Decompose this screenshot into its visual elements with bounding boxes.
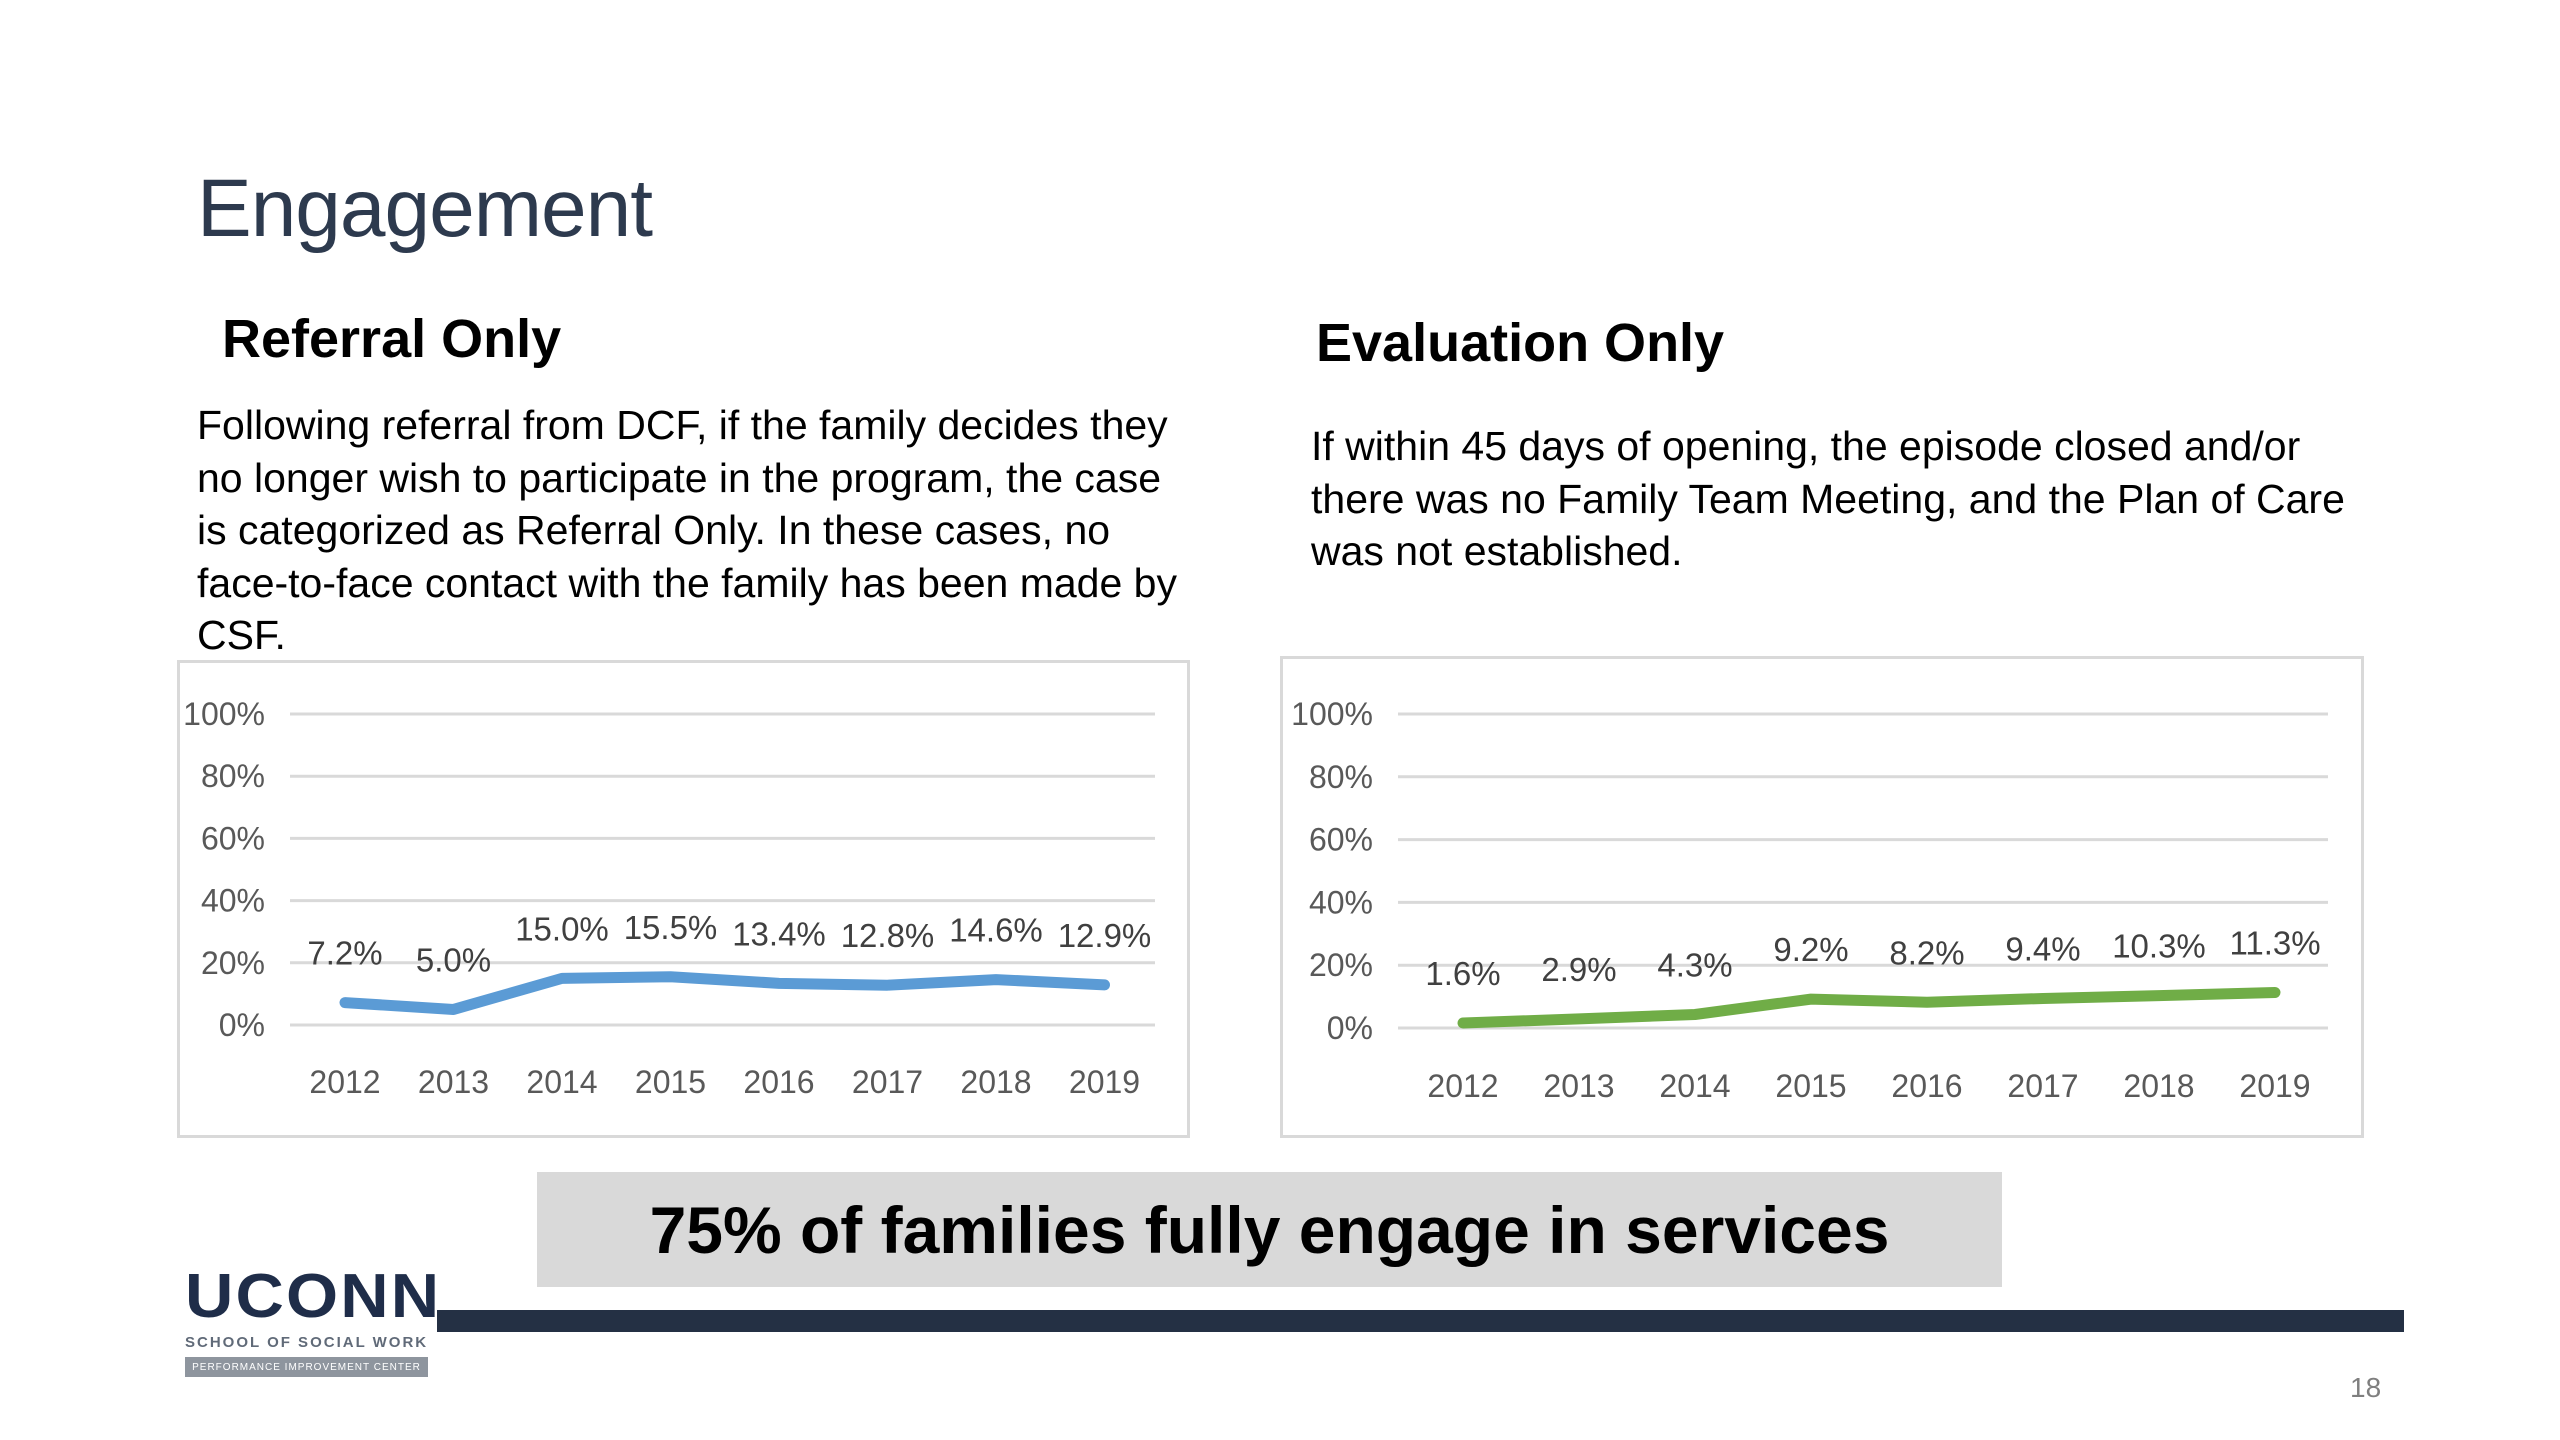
data-label: 10.3%	[2112, 928, 2206, 965]
x-tick-label: 2012	[309, 1064, 380, 1100]
data-point	[887, 984, 889, 986]
data-point	[778, 982, 780, 984]
y-tick-label: 100%	[183, 696, 265, 732]
y-tick-label: 60%	[1309, 822, 1373, 858]
x-tick-label: 2013	[418, 1064, 489, 1100]
x-tick-label: 2016	[1891, 1068, 1962, 1104]
data-label: 9.4%	[2005, 930, 2080, 967]
x-tick-label: 2017	[852, 1064, 923, 1100]
logo-school: SCHOOL OF SOCIAL WORK	[185, 1334, 429, 1351]
x-tick-label: 2014	[526, 1064, 597, 1100]
x-tick-label: 2018	[960, 1064, 1031, 1100]
y-tick-label: 100%	[1291, 696, 1373, 732]
y-tick-label: 20%	[201, 945, 265, 981]
referral-chart-svg: 0% 20% 40% 60% 80% 100% 2012 2013 2014 2015 2016 20…	[183, 696, 1155, 1100]
data-label: 1.6%	[1425, 955, 1500, 992]
y-tick-label: 0%	[219, 1007, 265, 1043]
x-tick-label: 2016	[743, 1064, 814, 1100]
y-tick-label: 40%	[1309, 884, 1373, 920]
x-tick-label: 2018	[2123, 1068, 2194, 1104]
x-tick-label: 2015	[635, 1064, 706, 1100]
data-label: 5.0%	[416, 941, 491, 978]
data-label: 11.3%	[2229, 925, 2320, 962]
evaluation-description: If within 45 days of opening, the episod…	[1311, 423, 2345, 574]
data-point	[1578, 1018, 1580, 1020]
x-tick-label: 2019	[1069, 1064, 1140, 1100]
y-tick-label: 60%	[201, 820, 265, 856]
footer-rule	[437, 1310, 2404, 1332]
page-number: 18	[2350, 1372, 2382, 1403]
y-tick-label: 40%	[201, 883, 265, 919]
evaluation-heading: Evaluation Only	[1316, 313, 1725, 373]
x-tick-label: 2012	[1427, 1068, 1498, 1104]
data-point	[1810, 998, 1812, 1000]
data-label: 12.8%	[841, 917, 935, 954]
data-label: 15.0%	[515, 910, 609, 947]
x-tick-label: 2019	[2239, 1068, 2310, 1104]
series-line	[339, 971, 1110, 1015]
data-label: 4.3%	[1657, 946, 1732, 983]
x-tick-label: 2017	[2007, 1068, 2078, 1104]
referral-description: Following referral from DCF, if the fami…	[197, 402, 1177, 658]
data-point	[1104, 984, 1106, 986]
data-point	[453, 1008, 455, 1010]
data-point	[2042, 997, 2044, 999]
y-tick-label: 80%	[1309, 759, 1373, 795]
data-label: 15.5%	[624, 909, 718, 946]
data-point	[1694, 1013, 1696, 1015]
data-point	[670, 976, 672, 978]
data-point	[344, 1002, 346, 1004]
evaluation-chart: 0% 20% 40% 60% 80% 100% 2012 2013 2014 2015 2016 20…	[1280, 656, 2364, 1138]
referral-heading: Referral Only	[222, 309, 562, 369]
data-label: 7.2%	[307, 935, 382, 972]
y-tick-label: 20%	[1309, 947, 1373, 983]
y-tick-label: 80%	[201, 758, 265, 794]
data-label: 14.6%	[949, 912, 1043, 949]
x-tick-label: 2013	[1543, 1068, 1614, 1104]
data-label: 8.2%	[1889, 934, 1964, 971]
data-point	[561, 977, 563, 979]
x-tick-label: 2014	[1659, 1068, 1730, 1104]
slide-title: Engagement	[197, 163, 653, 254]
y-tick-label: 0%	[1327, 1010, 1373, 1046]
data-point	[2274, 992, 2276, 994]
series-line	[1457, 987, 2281, 1029]
data-point	[1462, 1022, 1464, 1024]
data-label: 13.4%	[732, 915, 826, 952]
logo-center: PERFORMANCE IMPROVEMENT CENTER	[185, 1357, 428, 1377]
data-label: 9.2%	[1773, 931, 1848, 968]
data-label: 2.9%	[1541, 951, 1616, 988]
data-point	[995, 979, 997, 981]
logo-wordmark: UCONN	[185, 1262, 442, 1331]
data-point	[1926, 1001, 1928, 1003]
data-point	[2158, 995, 2160, 997]
callout-banner: 75% of families fully engage in services	[537, 1172, 2002, 1287]
x-tick-label: 2015	[1775, 1068, 1846, 1104]
evaluation-chart-svg: 0% 20% 40% 60% 80% 100% 2012 2013 2014 2015 2016 20…	[1291, 696, 2328, 1104]
referral-chart: 0% 20% 40% 60% 80% 100% 2012 2013 2014 2015 2016 20…	[177, 660, 1190, 1138]
data-label: 12.9%	[1058, 917, 1152, 954]
uconn-logo: UCONN SCHOOL OF SOCIAL WORK PERFORMANCE …	[185, 1266, 439, 1377]
